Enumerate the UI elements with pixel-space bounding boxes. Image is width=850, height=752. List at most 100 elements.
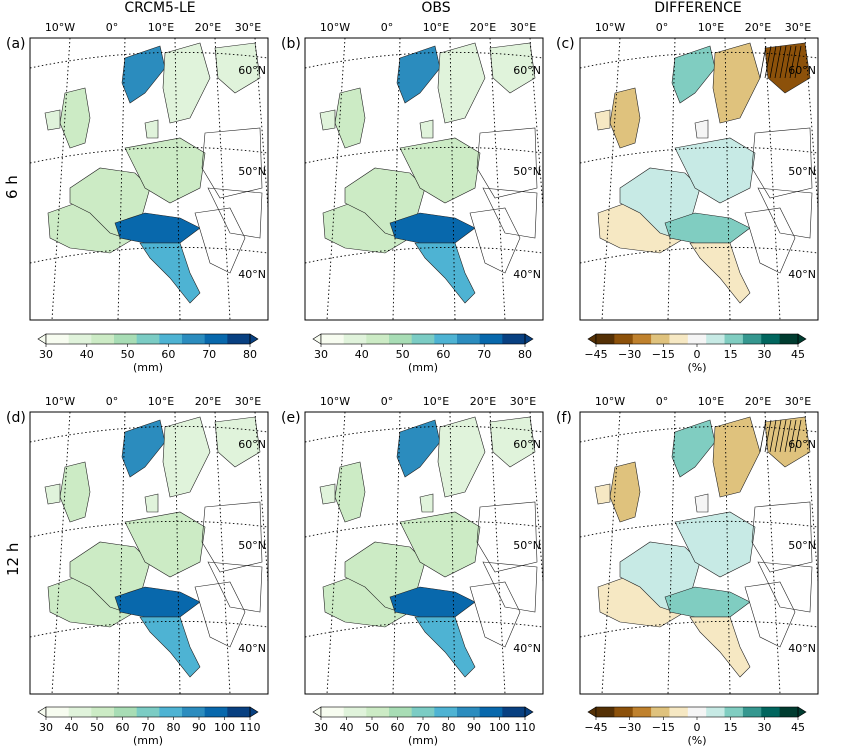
panel-letter: (a)	[6, 36, 26, 52]
lon-label: 10°E	[698, 395, 724, 408]
region-norway	[671, 45, 716, 104]
cbar-swatch	[669, 707, 689, 717]
cbar-extend-high	[797, 333, 807, 345]
region-denmark	[694, 119, 709, 139]
cbar-swatch	[479, 334, 503, 344]
cbar-swatch	[182, 707, 206, 717]
cbar-swatch	[389, 707, 413, 717]
cbar-swatch	[651, 707, 670, 717]
lat-label: 60°N	[238, 438, 266, 451]
lat-label: 40°N	[238, 268, 266, 281]
colorbar-12h-crcm5: 30 40 50 60 70 80 90 100 110 (mm)	[37, 706, 278, 751]
significance-hatch	[774, 419, 782, 453]
cbar-swatch	[411, 334, 435, 344]
cbar-swatch	[761, 707, 781, 717]
lon-label: 30°E	[235, 395, 261, 408]
lon-label: 0°	[381, 21, 394, 34]
lon-label: 0°	[656, 395, 669, 408]
map-svg: 10°W 0° 10°E 20°E 30°E 60°N 50°N 40°N	[304, 395, 544, 695]
cbar-swatch	[91, 707, 115, 717]
region-denmark	[694, 493, 709, 513]
colorbar-6h-obs: 30 40 50 60 70 80 (mm)	[312, 333, 553, 378]
lat-label: 40°N	[788, 268, 816, 281]
country-outline	[201, 501, 263, 573]
region-sweden	[162, 42, 211, 124]
cbar-swatch	[632, 707, 652, 717]
graticule-line	[579, 146, 819, 164]
country-outline	[751, 127, 813, 199]
lon-label: 10°E	[423, 395, 449, 408]
map-svg: 10°W 0° 10°E 20°E 30°E 60°N 50°N 40°N	[304, 21, 544, 321]
column-title-crcm5: CRCM5-LE	[124, 0, 196, 16]
significance-hatch	[784, 419, 792, 453]
cbar-tick-label: 40	[80, 348, 94, 361]
graticule-line	[29, 620, 269, 638]
region-denmark	[419, 119, 434, 139]
cbar-tick-label: 70	[141, 721, 155, 734]
cbar-tick-label: 15	[724, 721, 738, 734]
graticule-line	[214, 37, 231, 321]
cbar-tick-label: 40	[65, 721, 79, 734]
cbar-unit: (mm)	[133, 734, 163, 747]
colorbar-6h-diff: −45 −30 −15 0 15 30 45 (%)	[584, 333, 826, 378]
cbar-tick-label: 110	[515, 721, 536, 734]
graticule-line	[449, 411, 456, 695]
graticule-line	[667, 411, 676, 695]
map-panel-a: 10°W 0° 10°E 20°E 30°E 60°N 50°N 40°N	[29, 21, 269, 321]
region-central	[399, 511, 481, 578]
region-italy	[689, 242, 751, 304]
cbar-tick-label: 60	[436, 348, 450, 361]
graticule-line	[579, 425, 819, 443]
region-sweden	[712, 42, 761, 124]
lon-label: 20°E	[470, 21, 496, 34]
cbar-unit: (%)	[687, 734, 706, 747]
cbar-swatch	[46, 334, 70, 344]
region-ireland	[319, 109, 336, 131]
cbar-swatch	[742, 334, 762, 344]
cbar-swatch	[366, 334, 390, 344]
map-svg: 10°W 0° 10°E 20°E 30°E 60°N 50°N 40°N	[29, 395, 269, 695]
cbar-tick-label: 90	[467, 721, 481, 734]
lon-label: 20°E	[470, 395, 496, 408]
cbar-swatch	[204, 707, 228, 717]
row-label-6h: 6 h	[3, 175, 21, 199]
cbar-unit: (%)	[687, 361, 706, 374]
cbar-tick-label: 0	[694, 721, 701, 734]
graticule-line	[304, 620, 544, 638]
region-central	[124, 511, 206, 578]
significance-hatch	[769, 45, 777, 79]
cbar-tick-label: 50	[121, 348, 135, 361]
lat-label: 60°N	[238, 64, 266, 77]
lat-label: 50°N	[238, 165, 266, 178]
lat-label: 40°N	[788, 642, 816, 655]
graticule-line	[304, 520, 544, 538]
graticule-line	[392, 411, 401, 695]
graticule-line	[601, 411, 621, 695]
significance-hatch	[789, 45, 797, 79]
cbar-tick-label: 70	[202, 348, 216, 361]
country-outline	[476, 501, 538, 573]
graticule-line	[304, 425, 544, 443]
cbar-extend-low	[37, 706, 47, 718]
lat-label: 50°N	[788, 539, 816, 552]
cbar-tick-label: 80	[167, 721, 181, 734]
cbar-tick-label: 50	[90, 721, 104, 734]
lat-label: 50°N	[513, 539, 541, 552]
lon-label: 10°W	[595, 21, 625, 34]
panel-letter: (e)	[281, 410, 301, 426]
map-svg: 10°W 0° 10°E 20°E 30°E 60°N 50°N 40°N	[29, 21, 269, 321]
region-italy	[139, 242, 201, 304]
cbar-swatch	[457, 334, 481, 344]
lon-label: 0°	[106, 21, 119, 34]
cbar-swatch	[761, 334, 781, 344]
cbar-swatch	[724, 334, 744, 344]
country-outline	[757, 561, 813, 613]
graticule-line	[254, 37, 269, 209]
cbar-tick-label: 30	[314, 348, 328, 361]
graticule-line	[174, 411, 181, 695]
cbar-swatch	[596, 334, 615, 344]
region-sweden	[437, 42, 486, 124]
graticule-line	[449, 37, 456, 321]
significance-hatch	[789, 419, 797, 453]
cbar-swatch	[779, 707, 799, 717]
